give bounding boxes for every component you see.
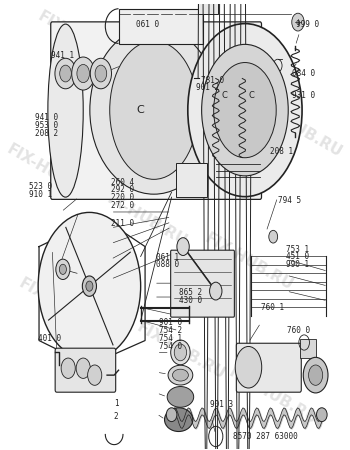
Text: 910 1: 910 1	[29, 190, 52, 199]
Text: 208 1: 208 1	[270, 147, 293, 156]
Ellipse shape	[167, 387, 194, 407]
Text: 260 4: 260 4	[111, 178, 134, 187]
Circle shape	[303, 357, 328, 393]
Ellipse shape	[173, 369, 188, 381]
Text: 2: 2	[114, 412, 119, 421]
Ellipse shape	[168, 365, 193, 385]
Circle shape	[210, 282, 222, 300]
Text: 794 5: 794 5	[278, 196, 301, 205]
Text: 523 0: 523 0	[29, 182, 52, 191]
Circle shape	[60, 65, 71, 82]
Text: FIX-HUB.RU: FIX-HUB.RU	[16, 275, 110, 338]
Ellipse shape	[90, 26, 218, 194]
Circle shape	[269, 230, 278, 243]
Ellipse shape	[202, 45, 288, 176]
Text: FIX-HUB.RU: FIX-HUB.RU	[226, 364, 320, 427]
Circle shape	[292, 13, 304, 31]
Text: 901 3: 901 3	[210, 400, 233, 410]
Circle shape	[76, 358, 90, 378]
Ellipse shape	[110, 41, 198, 180]
Text: 760 0: 760 0	[287, 325, 310, 334]
Circle shape	[55, 58, 76, 89]
Text: 451 0: 451 0	[286, 252, 309, 261]
Text: 084 0: 084 0	[292, 69, 315, 78]
Text: 272 0: 272 0	[111, 201, 134, 210]
Text: 1: 1	[114, 400, 119, 409]
Bar	[198, 0, 218, 14]
Text: 211 0: 211 0	[111, 219, 134, 228]
Ellipse shape	[235, 346, 262, 388]
Bar	[176, 162, 207, 197]
Circle shape	[88, 365, 102, 385]
Ellipse shape	[214, 63, 276, 158]
Text: FIX-HUB.RU: FIX-HUB.RU	[251, 98, 345, 160]
Circle shape	[95, 65, 107, 82]
Text: 430 0: 430 0	[179, 296, 202, 305]
Bar	[119, 9, 203, 44]
Text: 931 0: 931 0	[292, 91, 315, 100]
Text: 941 1: 941 1	[50, 51, 74, 60]
Ellipse shape	[316, 408, 327, 422]
Text: 061 1: 061 1	[156, 252, 179, 261]
Text: 088 0: 088 0	[156, 260, 179, 269]
Circle shape	[60, 264, 66, 274]
Text: C: C	[222, 91, 228, 100]
Circle shape	[38, 212, 141, 360]
Ellipse shape	[188, 23, 302, 197]
Circle shape	[56, 259, 70, 279]
Circle shape	[77, 64, 90, 83]
Ellipse shape	[48, 24, 83, 197]
Text: FIX-HUB.RU: FIX-HUB.RU	[164, 53, 258, 116]
Text: 990 1: 990 1	[286, 260, 309, 269]
Text: C: C	[248, 91, 254, 100]
Ellipse shape	[166, 408, 177, 422]
Bar	[300, 338, 316, 358]
Text: C: C	[137, 105, 145, 115]
Ellipse shape	[174, 344, 187, 361]
Circle shape	[82, 276, 97, 296]
Text: 401 0: 401 0	[38, 334, 61, 343]
Text: 754 0: 754 0	[159, 342, 182, 351]
FancyBboxPatch shape	[51, 22, 261, 199]
Text: FIX-HUB.RU: FIX-HUB.RU	[134, 320, 227, 383]
Ellipse shape	[171, 340, 190, 365]
FancyBboxPatch shape	[171, 250, 234, 317]
Text: 760 1: 760 1	[261, 303, 284, 312]
Text: FIX-HUB.RU: FIX-HUB.RU	[97, 187, 190, 249]
Text: 220 0: 220 0	[111, 193, 134, 202]
Circle shape	[86, 281, 93, 291]
Text: 754 1: 754 1	[159, 333, 182, 342]
Text: 292 0: 292 0	[111, 185, 134, 194]
Text: 865 2: 865 2	[179, 288, 202, 297]
Circle shape	[61, 358, 75, 378]
Ellipse shape	[164, 408, 193, 432]
Text: 781 0: 781 0	[201, 76, 224, 86]
Text: 754 2: 754 2	[159, 326, 182, 335]
Text: FIX-HUB.RU: FIX-HUB.RU	[202, 231, 295, 294]
Text: 061 0: 061 0	[135, 20, 159, 29]
Text: 999 0: 999 0	[296, 20, 320, 29]
Text: 208 2: 208 2	[35, 129, 58, 138]
Circle shape	[309, 365, 323, 385]
Text: FIX-HUB.RU: FIX-HUB.RU	[35, 9, 128, 71]
FancyBboxPatch shape	[55, 348, 116, 392]
Circle shape	[90, 58, 112, 89]
Circle shape	[72, 57, 95, 90]
Text: FIX-HUB.RU: FIX-HUB.RU	[4, 142, 97, 205]
Text: 941 0: 941 0	[35, 113, 58, 122]
Text: 953 0: 953 0	[35, 121, 58, 130]
Text: 8570 287 63000: 8570 287 63000	[233, 432, 298, 441]
Text: 901 0: 901 0	[159, 318, 182, 327]
Text: 753 1: 753 1	[286, 244, 309, 253]
FancyBboxPatch shape	[236, 343, 301, 392]
Circle shape	[177, 238, 189, 256]
Text: 901 2: 901 2	[196, 83, 219, 92]
